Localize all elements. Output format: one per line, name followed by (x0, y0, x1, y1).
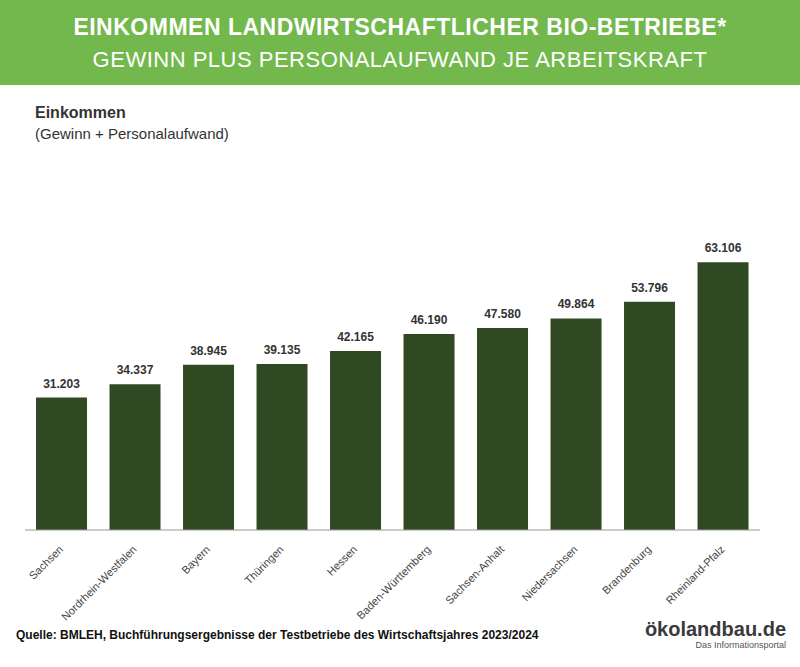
html-text:GEWINN PLUS PERSONALAUFWAND JE: GEWINN PLUS PERSONALAUFWAND JE ARBEITSKR… (92, 47, 708, 72)
svg-text:31.203: 31.203 (43, 377, 80, 391)
svg-text:Hessen: Hessen (324, 543, 359, 578)
svg-text:Sachsen-Anhalt: Sachsen-Anhalt (443, 543, 506, 606)
html-text:Das Informationsportal: Das Informationsportal (695, 640, 786, 650)
html-text:(Gewinn + Personalaufwand): (Gewinn + Personalaufwand) (35, 125, 229, 142)
svg-text:Rheinland-Pfalz: Rheinland-Pfalz (663, 543, 726, 606)
html-text:Einkommen: Einkommen (35, 104, 126, 121)
html-text:EINKOMMEN LANDWIRTSCHAFTLICHER: EINKOMMEN LANDWIRTSCHAFTLICHER BIO-BETRI… (73, 14, 727, 40)
svg-text:Sachsen: Sachsen (26, 543, 65, 582)
html-text:Quelle: BMLEH, Buchführungserg: Quelle: BMLEH, Buchführungsergebnisse de… (16, 628, 539, 642)
svg-text:47.580: 47.580 (484, 307, 521, 321)
svg-text:49.864: 49.864 (558, 297, 595, 311)
svg-text:Brandenburg: Brandenburg (600, 543, 653, 596)
svg-text:63.106: 63.106 (705, 241, 742, 255)
svg-text:Niedersachsen: Niedersachsen (519, 543, 579, 603)
svg-text:46.190: 46.190 (411, 313, 448, 327)
svg-text:39.135: 39.135 (264, 343, 301, 357)
svg-text:53.796: 53.796 (631, 281, 668, 295)
svg-text:38.945: 38.945 (190, 344, 227, 358)
svg-text:Nordrhein-Westfalen: Nordrhein-Westfalen (59, 543, 139, 623)
svg-text:34.337: 34.337 (117, 363, 154, 377)
svg-text:42.165: 42.165 (337, 330, 374, 344)
svg-text:Baden-Württemberg: Baden-Württemberg (354, 543, 433, 622)
svg-text:Thüringen: Thüringen (242, 543, 286, 587)
html-text:ökolandbau.de: ökolandbau.de (644, 618, 786, 640)
svg-text:Bayern: Bayern (179, 543, 212, 576)
